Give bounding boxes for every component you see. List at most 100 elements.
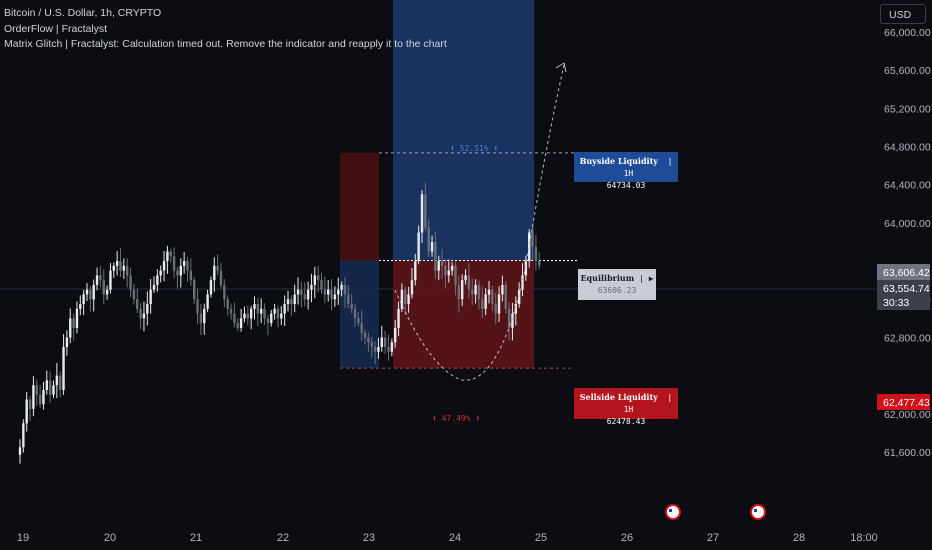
- indicator-matrix-glitch[interactable]: Matrix Glitch | Fractalyst: Calculation …: [4, 38, 447, 50]
- candle-body: [491, 289, 494, 305]
- candle-body: [350, 304, 353, 309]
- last-price-tag: 63,554.74: [883, 283, 930, 295]
- candle-body: [146, 304, 149, 314]
- buyside-timeframe: 1H: [623, 169, 634, 178]
- x-tick-label: 27: [707, 532, 719, 544]
- x-tick-label: 18:00: [850, 532, 878, 544]
- candle-body: [253, 304, 256, 309]
- candle-body: [528, 232, 531, 262]
- candle-body: [507, 308, 511, 328]
- candle-body: [233, 313, 236, 324]
- candle-body: [236, 323, 239, 328]
- candle-body: [162, 261, 166, 271]
- candle-body: [517, 289, 521, 305]
- indicator-orderflow[interactable]: OrderFlow | Fractalyst: [4, 22, 108, 35]
- candle-body: [430, 242, 434, 252]
- candle-body: [65, 337, 69, 347]
- x-tick-label: 20: [104, 532, 116, 544]
- candle-body: [239, 318, 243, 328]
- candle-body: [129, 275, 132, 290]
- candle-body: [457, 284, 461, 300]
- x-tick-label: 26: [621, 532, 633, 544]
- candle-body: [256, 304, 260, 314]
- candle-body: [420, 194, 424, 233]
- symbol-title[interactable]: Bitcoin / U.S. Dollar, 1h, CRYPTO: [4, 7, 162, 19]
- candle-body: [444, 265, 447, 276]
- candle-body: [273, 308, 276, 314]
- y-tick-label: 64,800.00: [884, 142, 931, 154]
- candle-body: [407, 294, 410, 305]
- candle-body: [186, 261, 189, 271]
- buyside-liquidity-label: Buyside Liquidity | 1H 64734.03: [574, 152, 678, 190]
- candle-body: [521, 275, 524, 290]
- candle-body: [95, 275, 99, 285]
- candle-body: [276, 308, 280, 319]
- candle-body: [280, 313, 283, 319]
- candle-body: [266, 318, 270, 324]
- candle-body: [119, 261, 122, 271]
- candle-body: [142, 313, 146, 319]
- prior-buyside-zone: [340, 260, 379, 369]
- x-tick-label: 22: [277, 532, 289, 544]
- candle-body: [357, 318, 360, 324]
- y-tick-label: 62,000.00: [884, 409, 931, 421]
- candle-body: [182, 261, 186, 266]
- candle-body: [270, 313, 273, 324]
- candle-body: [249, 308, 253, 319]
- candle-body: [327, 289, 330, 295]
- candle-body: [112, 265, 115, 271]
- candle-body: [370, 342, 373, 347]
- currency-button[interactable]: USD: [880, 4, 926, 24]
- candle-body: [494, 304, 497, 314]
- candle-body: [189, 270, 193, 281]
- buyside-title: Buyside Liquidity: [579, 156, 658, 166]
- projection-arrowhead: [555, 62, 567, 73]
- candle-body: [48, 380, 52, 395]
- equilibrium-label: Equilibrium | ▶ 63606.23: [578, 269, 656, 300]
- us-flag-canton: [669, 509, 672, 512]
- candle-body: [467, 275, 471, 290]
- x-tick-label: 25: [535, 532, 547, 544]
- equilibrium-title: Equilibrium: [580, 273, 635, 283]
- candle-body: [69, 318, 72, 338]
- equilibrium-price: 63606.23: [597, 286, 637, 295]
- candle-body: [414, 261, 417, 281]
- candle-body: [511, 313, 514, 328]
- candle-body: [347, 294, 350, 305]
- candle-body: [206, 294, 209, 309]
- projection-path: [394, 64, 565, 381]
- candle-body: [176, 270, 179, 276]
- x-tick-label: 23: [363, 532, 375, 544]
- candle-body: [62, 347, 65, 390]
- candle-body: [464, 275, 467, 281]
- candle-body: [481, 299, 484, 309]
- candle-body: [105, 289, 109, 295]
- x-tick-label: 21: [190, 532, 202, 544]
- x-tick-label: 19: [17, 532, 29, 544]
- candle-body: [390, 342, 394, 352]
- candle-body: [360, 323, 363, 333]
- candle-body: [514, 304, 517, 314]
- candle-body: [440, 261, 444, 266]
- equilibrium-separator: |: [639, 274, 644, 283]
- candle-body: [152, 284, 156, 290]
- candle-body: [367, 337, 370, 343]
- candle-body: [400, 289, 404, 309]
- candle-body: [380, 337, 383, 347]
- candle-body: [343, 284, 347, 295]
- candle-body: [293, 294, 296, 305]
- countdown-tag: 30:33: [883, 297, 909, 309]
- candle-body: [102, 280, 105, 295]
- candle-body: [193, 280, 196, 300]
- y-tick-label: 66,000.00: [884, 27, 931, 39]
- candle-body: [454, 265, 457, 285]
- sellside-timeframe: 1H: [623, 405, 634, 414]
- candle-body: [132, 289, 136, 300]
- candle-body: [340, 284, 343, 290]
- candle-body: [172, 256, 176, 271]
- last-price-tag-bg: [877, 280, 930, 296]
- candle-body: [169, 251, 172, 257]
- us-flag-icon: [665, 504, 681, 520]
- candle-body: [531, 232, 534, 247]
